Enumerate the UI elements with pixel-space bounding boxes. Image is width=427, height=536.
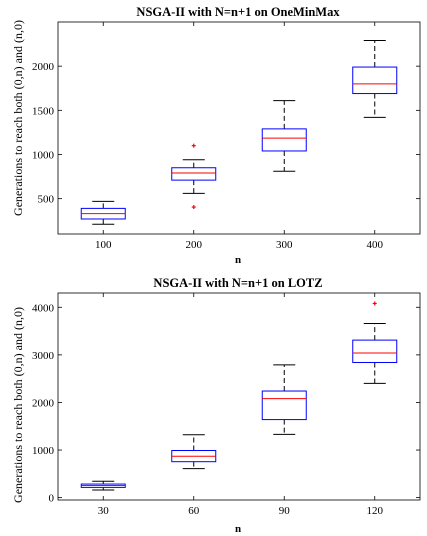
- x-tick-label: 200: [186, 239, 203, 251]
- x-tick-label: 400: [367, 239, 384, 251]
- x-tick-label: 60: [188, 505, 200, 517]
- plot-frame: [57, 292, 421, 501]
- x-axis-label: n: [235, 254, 241, 266]
- box-400: [352, 40, 398, 118]
- plot-frame: [57, 21, 421, 235]
- iqr-box: [261, 390, 307, 421]
- outlier-marker: [191, 205, 196, 210]
- iqr-box: [352, 339, 398, 363]
- x-tick-label: 90: [279, 505, 291, 517]
- iqr-box: [352, 66, 398, 95]
- y-tick-label: 500: [38, 194, 55, 206]
- x-tick-label: 30: [98, 505, 110, 517]
- iqr-box: [261, 128, 307, 152]
- x-tick-label: 300: [276, 239, 293, 251]
- chart-title: NSGA-II with N=n+1 on OneMinMax: [136, 5, 340, 19]
- y-tick-label: 3000: [32, 350, 55, 362]
- x-tick-label: 100: [95, 239, 112, 251]
- y-axis-label: Generations to reach both (0,n) and (n,0…: [11, 20, 25, 216]
- y-tick-label: 0: [49, 493, 55, 505]
- y-tick-label: 1000: [32, 150, 55, 162]
- y-tick-label: 1500: [32, 105, 55, 117]
- box-90: [261, 364, 307, 435]
- chart-onemimax: NSGA-II with N=n+1 on OneMinMax Generati…: [11, 5, 421, 266]
- iqr-box: [171, 167, 217, 181]
- outlier-marker: [191, 143, 196, 148]
- outlier-marker: [372, 301, 377, 306]
- x-tick-label: 120: [367, 505, 384, 517]
- box-120: [352, 301, 398, 384]
- box-60: [171, 434, 217, 470]
- y-tick-label: 2000: [32, 61, 55, 73]
- y-tick-label: 4000: [32, 302, 55, 314]
- box-200: [171, 143, 217, 210]
- y-tick-label: 2000: [32, 397, 55, 409]
- y-axis-label: Generations to reach both (0,n) and (n,0…: [11, 307, 25, 503]
- x-axis-label: n: [235, 523, 241, 535]
- box-30: [80, 480, 126, 491]
- y-tick-label: 1000: [32, 445, 55, 457]
- chart-title: NSGA-II with N=n+1 on LOTZ: [153, 276, 322, 290]
- box-300: [261, 100, 307, 172]
- box-100: [80, 200, 126, 225]
- chart-lotz: NSGA-II with N=n+1 on LOTZ Generations t…: [11, 276, 421, 535]
